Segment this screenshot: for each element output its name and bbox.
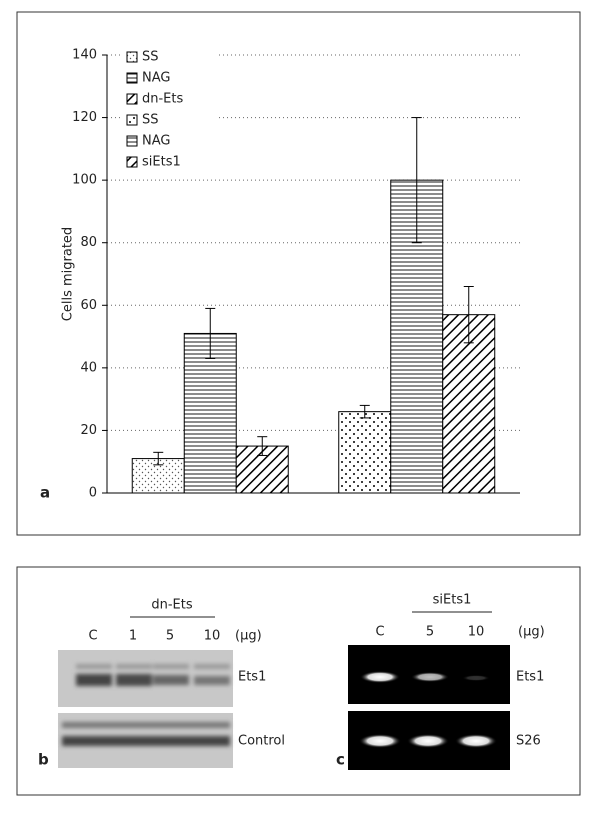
legend-label: dn-Ets	[142, 92, 183, 107]
panel-a-frame	[16, 11, 581, 536]
unit-label: (μg)	[235, 629, 262, 644]
legend-label: NAG	[142, 71, 170, 86]
lane-label: C	[375, 625, 384, 640]
lane-label: C	[88, 629, 97, 644]
lane-label: 5	[166, 629, 174, 644]
y-tick-label: 40	[80, 360, 97, 375]
y-tick-label: 20	[80, 423, 97, 438]
legend-swatch	[126, 72, 138, 84]
y-tick-label: 120	[72, 110, 97, 125]
gel-band	[411, 672, 449, 682]
treatment-label: dn-Ets	[151, 598, 192, 613]
lane-label: 1	[129, 629, 137, 644]
chart: 0 20 40 60 80 100 120 140 SS NAG dn-Ets SS NAG siEts1	[72, 47, 520, 501]
y-tick-label: 80	[80, 235, 97, 250]
gel-band	[407, 734, 449, 748]
panel-bc-frame	[16, 566, 581, 796]
gel-band	[462, 675, 490, 681]
legend-swatch	[126, 114, 138, 126]
unit-label: (μg)	[518, 625, 545, 640]
gel-band	[359, 734, 401, 748]
y-tick-label: 0	[89, 486, 97, 501]
bar	[442, 314, 496, 494]
legend-label: NAG	[142, 134, 170, 149]
legend-label: SS	[142, 113, 159, 128]
treatment-label: siEts1	[433, 593, 472, 608]
y-tick-label: 60	[80, 298, 97, 313]
y-axis-label: Cells migrated	[61, 227, 76, 321]
legend-label: SS	[142, 50, 159, 65]
row-label: Ets1	[516, 670, 544, 685]
row-label: Ets1	[238, 670, 266, 685]
panel-label: c	[336, 751, 345, 769]
lane-label: 10	[468, 625, 485, 640]
panel-label: a	[40, 484, 50, 502]
panel-label: b	[38, 751, 49, 769]
legend-bg	[123, 47, 219, 167]
lane-label: 10	[204, 629, 221, 644]
gel-band	[455, 734, 497, 748]
bar	[338, 411, 392, 494]
blot-bands	[62, 664, 230, 746]
lane-label: 5	[426, 625, 434, 640]
y-tick-label: 140	[72, 48, 97, 63]
legend-label: siEts1	[142, 155, 181, 170]
y-tick-label: 100	[72, 173, 97, 188]
row-label: Control	[238, 734, 285, 749]
row-label: S26	[516, 734, 541, 749]
legend-swatch	[126, 156, 138, 168]
legend-swatch	[126, 135, 138, 147]
legend-swatch	[126, 93, 138, 105]
gel-band	[360, 671, 400, 683]
legend-swatch	[126, 51, 138, 63]
